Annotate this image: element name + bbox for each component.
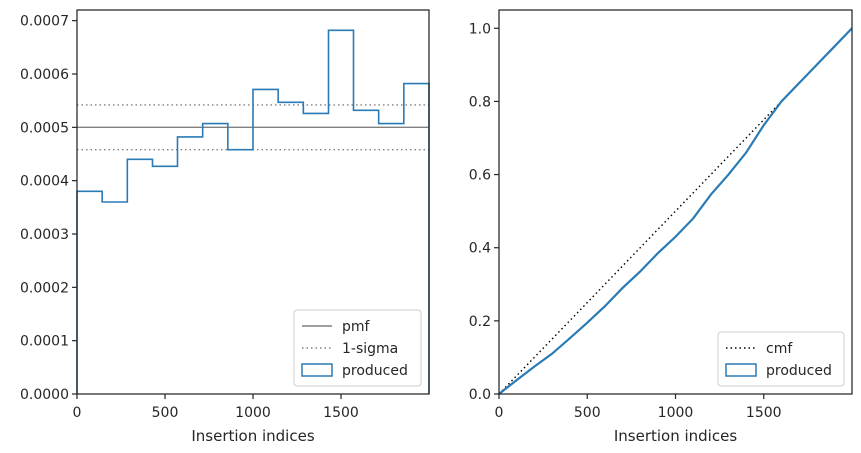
produced-curve (498, 27, 853, 395)
y-tick-label: 0.8 (469, 94, 491, 110)
y-tick-label: 1.0 (469, 21, 491, 37)
y-tick-label: 0.4 (469, 241, 491, 257)
pmf-axes-frame (76, 9, 430, 395)
x-tick-label: 0 (495, 405, 504, 421)
x-tick-label: 1000 (658, 405, 694, 421)
y-tick-label: 0.0 (469, 387, 491, 403)
pmf-x-ticks: 0 500 1000 1500 (73, 394, 359, 421)
produced-histogram (76, 29, 430, 394)
legend-label: produced (766, 363, 832, 379)
pmf-x-axis-label: Insertion indices (191, 427, 314, 445)
legend-box (293, 309, 422, 387)
y-tick-label: 0.0001 (20, 334, 69, 350)
y-tick-label: 0.6 (469, 168, 491, 184)
cmf-x-axis-label: Insertion indices (614, 427, 737, 445)
y-tick-label: 0.2 (469, 314, 491, 330)
x-tick-label: 500 (152, 405, 179, 421)
y-tick-label: 0.0003 (20, 227, 69, 243)
pmf-series-layer (76, 29, 430, 394)
legend-label: 1-sigma (342, 341, 398, 357)
y-tick-label: 0.0006 (20, 67, 69, 83)
cmf-x-ticks: 0 500 1000 1500 (495, 394, 782, 421)
y-tick-label: 0.0007 (20, 14, 69, 30)
cmf-chart: 0.0 0.2 0.4 0.6 0.8 1.0 0 500 1000 1500 Insertio… (469, 9, 853, 445)
y-tick-label: 0.0004 (20, 174, 69, 190)
cmf-axes-frame (498, 9, 853, 395)
legend-label: pmf (342, 319, 371, 335)
x-tick-label: 500 (574, 405, 601, 421)
legend-box-handle (725, 363, 757, 377)
x-tick-label: 0 (73, 405, 82, 421)
x-tick-label: 1500 (323, 405, 359, 421)
y-tick-label: 0.0002 (20, 280, 69, 296)
legend-box (717, 331, 845, 387)
cmf-legend: cmf produced (717, 331, 845, 387)
cmf-y-ticks: 0.0 0.2 0.4 0.6 0.8 1.0 (469, 21, 499, 403)
legend-label: cmf (766, 341, 793, 357)
pmf-histogram-chart: 0.0000 0.0001 0.0002 0.0003 0.0004 0.0005 0.00… (20, 9, 430, 445)
pmf-legend: pmf 1-sigma produced (293, 309, 422, 387)
x-tick-label: 1500 (746, 405, 782, 421)
y-tick-label: 0.0000 (20, 387, 69, 403)
legend-label: produced (342, 363, 408, 379)
cmf-series-layer (498, 27, 853, 395)
legend-box-handle (301, 363, 333, 377)
y-tick-label: 0.0005 (20, 120, 69, 136)
pmf-y-ticks: 0.0000 0.0001 0.0002 0.0003 0.0004 0.0005 0.00… (20, 14, 77, 403)
x-tick-label: 1000 (235, 405, 271, 421)
